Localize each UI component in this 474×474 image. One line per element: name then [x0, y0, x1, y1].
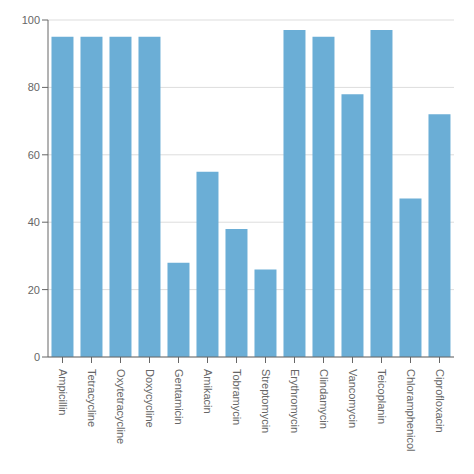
svg-text:Vancomycin: Vancomycin [347, 369, 359, 428]
svg-text:Gentamicin: Gentamicin [173, 369, 185, 425]
svg-text:Streptomycin: Streptomycin [260, 369, 272, 433]
svg-text:Tetracycline: Tetracycline [86, 369, 98, 427]
svg-text:Oxytetracycline: Oxytetracycline [115, 369, 127, 444]
svg-text:Ciprofloxacin: Ciprofloxacin [434, 369, 446, 433]
svg-text:Erythromycin: Erythromycin [289, 369, 301, 433]
svg-text:100: 100 [22, 14, 40, 26]
svg-text:20: 20 [28, 284, 40, 296]
svg-text:Teicoplanin: Teicoplanin [376, 369, 388, 424]
svg-text:Clindamycin: Clindamycin [318, 369, 330, 429]
svg-text:Tobramycin: Tobramycin [231, 369, 243, 425]
svg-text:40: 40 [28, 216, 40, 228]
svg-text:80: 80 [28, 81, 40, 93]
svg-text:Chloramphenicol: Chloramphenicol [405, 369, 417, 452]
svg-text:0: 0 [34, 351, 40, 363]
svg-text:Doxycycline: Doxycycline [144, 369, 156, 428]
svg-text:60: 60 [28, 149, 40, 161]
svg-text:Ampicillin: Ampicillin [57, 369, 69, 415]
svg-text:Amikacin: Amikacin [202, 369, 214, 414]
